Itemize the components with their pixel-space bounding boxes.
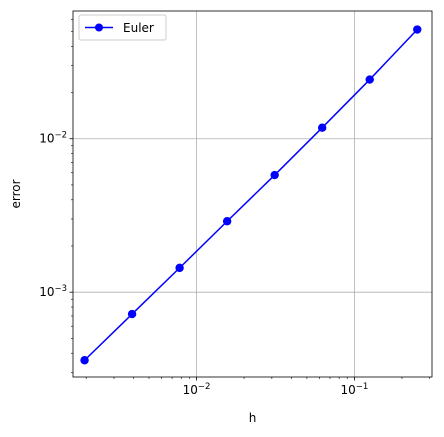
legend-label-euler: Euler [123,21,154,35]
plot-frame [72,10,433,378]
data-point [80,356,89,365]
y-tick-label: 10−2 [39,131,67,146]
x-tick-label: 10−2 [183,382,211,397]
y-axis-label: error [9,179,23,208]
data-point [365,75,374,84]
data-point [317,123,327,132]
y-tick-label: 10−3 [39,284,67,299]
data-point [270,170,279,180]
x-axis-label: h [249,411,257,425]
data-point [175,263,184,273]
data-point [413,25,422,34]
legend: Euler [78,14,167,41]
x-tick-label: 10−1 [341,382,369,397]
series-line-euler [84,29,418,361]
series-layer [80,25,422,365]
data-point [222,217,232,226]
legend-box [78,14,167,41]
major-ticks: 10−2 10−1 10−3 10−2 [39,131,368,397]
grid-lines [73,11,432,377]
data-point [127,309,137,319]
legend-marker-swatch [95,23,103,32]
